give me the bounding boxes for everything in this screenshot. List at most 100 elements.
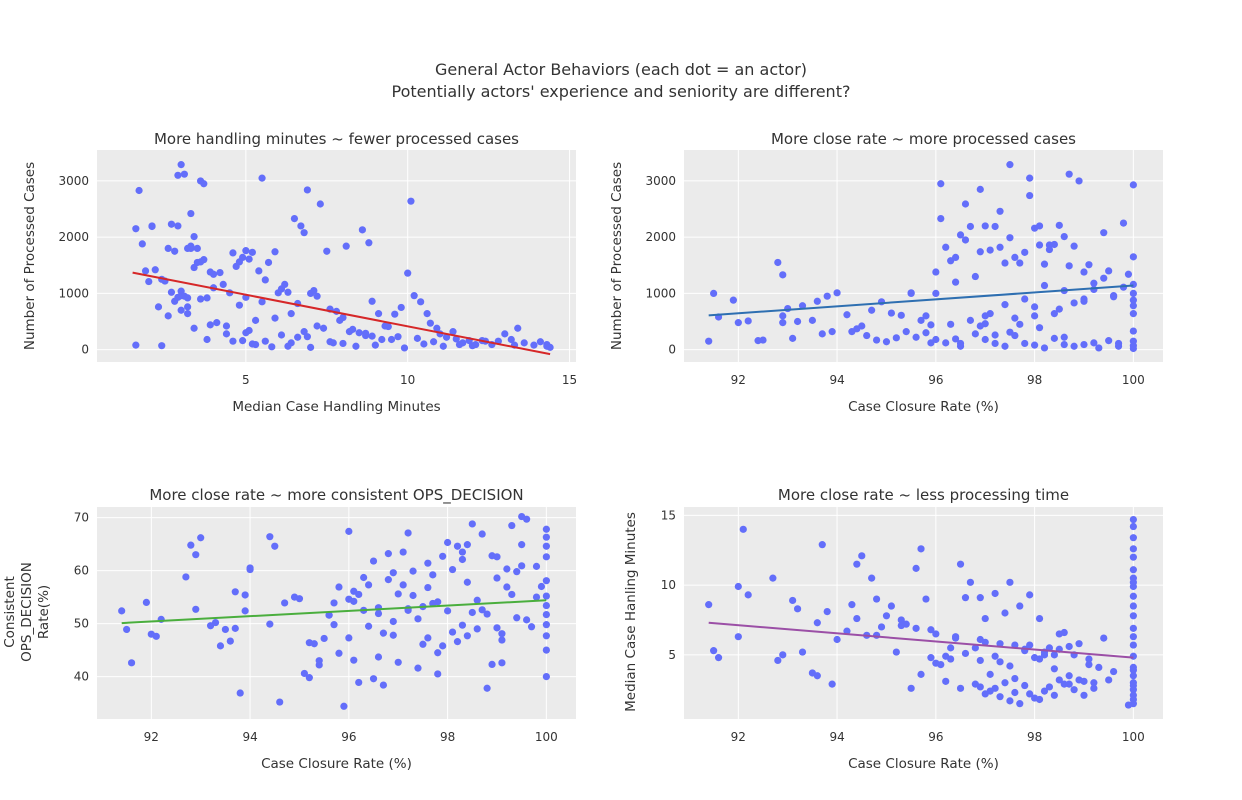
data-point (527, 623, 536, 631)
data-point (439, 552, 447, 560)
trendline (132, 271, 551, 356)
data-point (1006, 578, 1014, 586)
data-point (374, 310, 383, 318)
data-point (355, 329, 363, 337)
y-tick-label: 0 (81, 343, 89, 357)
data-point (365, 239, 373, 247)
data-point (424, 559, 432, 567)
data-point (360, 573, 368, 582)
x-tick-label: 5 (242, 373, 250, 387)
data-point (1065, 170, 1073, 178)
data-point (858, 322, 866, 330)
data-point (439, 342, 447, 350)
data-point (1035, 655, 1044, 663)
data-point (542, 525, 550, 533)
data-point (907, 684, 915, 692)
data-point (145, 277, 153, 286)
data-point (813, 672, 821, 680)
data-point (523, 515, 531, 523)
x-tick-label: 92 (731, 373, 746, 387)
data-point (1055, 305, 1063, 313)
data-point (468, 342, 477, 350)
data-point (513, 614, 521, 622)
data-point (221, 625, 229, 634)
data-point (300, 669, 309, 678)
data-point (1026, 174, 1034, 182)
data-point (789, 596, 797, 605)
data-point (1129, 344, 1137, 353)
data-point (1035, 324, 1044, 332)
data-point (546, 343, 554, 351)
x-tick-label: 100 (1122, 730, 1145, 744)
data-point (1085, 655, 1093, 663)
data-point (391, 310, 399, 318)
data-point (779, 319, 787, 327)
x-tick-label: 98 (1027, 373, 1042, 387)
subplot-title: More close rate ~ more consistent OPS_DE… (149, 486, 523, 505)
data-point (127, 659, 136, 667)
data-point (1070, 242, 1078, 250)
data-point (167, 220, 176, 228)
data-point (277, 331, 286, 339)
data-point (493, 553, 501, 561)
data-point (1105, 267, 1113, 275)
data-point (774, 656, 782, 665)
data-point (1129, 624, 1137, 632)
data-point (350, 597, 358, 605)
data-point (246, 564, 254, 572)
data-point (340, 702, 348, 710)
data-point (268, 343, 276, 351)
data-point (468, 608, 476, 617)
data-point (518, 562, 526, 570)
data-point (951, 253, 960, 262)
data-point (362, 329, 370, 337)
data-point (310, 286, 318, 295)
data-point (355, 590, 363, 599)
subplot-title: More close rate ~ more processed cases (771, 130, 1076, 148)
data-point (1006, 234, 1014, 242)
data-point (433, 324, 441, 332)
data-point (779, 651, 787, 659)
data-point (384, 576, 392, 584)
data-point (705, 601, 713, 609)
data-point (345, 527, 353, 535)
data-point (542, 533, 550, 541)
data-point (514, 324, 522, 332)
data-point (1065, 642, 1073, 651)
subplot-title: More close rate ~ less processing time (778, 486, 1069, 504)
data-point (986, 246, 994, 254)
x-axis-label: Case Closure Rate (%) (261, 756, 412, 772)
data-point (1006, 697, 1014, 705)
data-point (384, 322, 392, 331)
data-point (226, 637, 234, 645)
y-tick-label: 70 (74, 511, 89, 525)
data-point (326, 338, 334, 346)
data-point (171, 297, 179, 305)
data-point (1129, 515, 1137, 524)
data-point (917, 545, 925, 553)
data-point (798, 302, 807, 310)
data-point (542, 673, 550, 681)
data-point (1001, 301, 1009, 309)
data-point (1001, 679, 1009, 687)
data-point (364, 581, 373, 589)
data-point (1006, 328, 1014, 336)
data-point (961, 200, 970, 208)
x-tick-label: 100 (1122, 373, 1145, 387)
data-point (374, 653, 383, 661)
data-point (303, 186, 311, 194)
data-point (264, 258, 273, 267)
x-tick-label: 100 (535, 730, 558, 744)
data-point (458, 548, 467, 556)
data-point (261, 276, 269, 284)
data-point (1001, 259, 1009, 267)
data-point (350, 656, 358, 664)
data-point (710, 289, 718, 297)
data-point (192, 605, 200, 613)
data-point (368, 297, 376, 305)
data-point (323, 247, 331, 255)
data-point (379, 681, 388, 689)
data-point (744, 317, 752, 325)
data-point (1026, 690, 1034, 698)
